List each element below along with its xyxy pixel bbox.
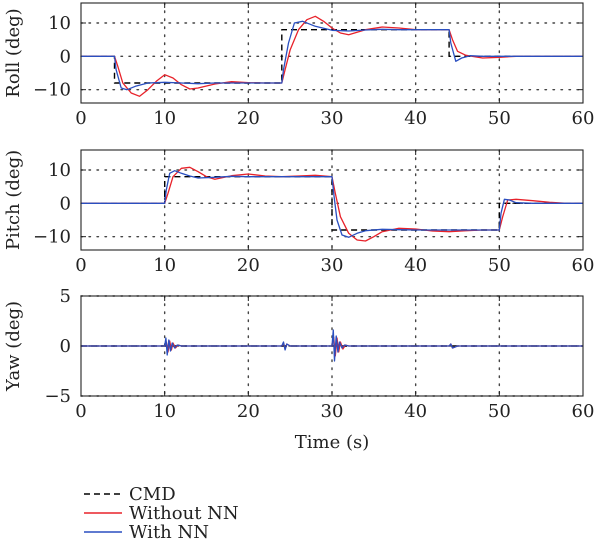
x-tick-label: 30 <box>321 401 344 422</box>
y-tick-label: 0 <box>60 193 71 214</box>
x-tick-label: 10 <box>153 255 176 276</box>
series-line-without-nn <box>81 166 583 242</box>
y-tick-label: 10 <box>48 160 71 181</box>
legend-label: Without NN <box>129 503 239 524</box>
x-tick-label: 30 <box>321 108 344 129</box>
series-group <box>81 329 583 362</box>
y-axis-label: Roll (deg) <box>3 8 24 97</box>
x-tick-label: 20 <box>237 401 260 422</box>
x-tick-label: 60 <box>572 255 595 276</box>
series-line-with-nn <box>81 20 583 91</box>
y-tick-label: −5 <box>44 386 71 407</box>
series-group <box>81 166 583 242</box>
x-tick-label: 20 <box>237 255 260 276</box>
x-tick-label: 50 <box>488 401 511 422</box>
x-axis-label: Time (s) <box>295 432 370 453</box>
series-line-with-nn <box>81 329 583 362</box>
y-tick-label: −10 <box>33 80 71 101</box>
series-line-cmd <box>81 29 583 84</box>
y-axis-label: Pitch (deg) <box>3 150 24 250</box>
x-tick-label: 50 <box>488 255 511 276</box>
axes-frame <box>80 295 584 397</box>
series-group <box>81 15 583 97</box>
axes-frame <box>80 149 584 251</box>
x-tick-label: 0 <box>75 108 86 129</box>
y-tick-label: 5 <box>60 286 71 307</box>
y-axis-label: Yaw (deg) <box>3 301 24 392</box>
legend-label: CMD <box>129 484 176 505</box>
x-tick-label: 60 <box>572 401 595 422</box>
y-tick-label: −10 <box>33 227 71 248</box>
x-tick-label: 0 <box>75 401 86 422</box>
series-line-without-nn <box>81 15 583 97</box>
y-tick-label: 0 <box>60 46 71 67</box>
series-line-with-nn <box>81 170 583 238</box>
y-tick-label: 0 <box>60 336 71 357</box>
x-tick-label: 10 <box>153 401 176 422</box>
axes-frame <box>80 2 584 104</box>
series-line-cmd <box>81 175 583 231</box>
x-tick-label: 20 <box>237 108 260 129</box>
x-tick-label: 30 <box>321 255 344 276</box>
legend-label: With NN <box>129 522 209 543</box>
x-tick-label: 40 <box>404 108 427 129</box>
x-tick-label: 10 <box>153 108 176 129</box>
x-tick-label: 0 <box>75 255 86 276</box>
x-tick-label: 40 <box>404 401 427 422</box>
x-tick-label: 50 <box>488 108 511 129</box>
y-tick-label: 10 <box>48 13 71 34</box>
x-tick-label: 40 <box>404 255 427 276</box>
x-tick-label: 60 <box>572 108 595 129</box>
